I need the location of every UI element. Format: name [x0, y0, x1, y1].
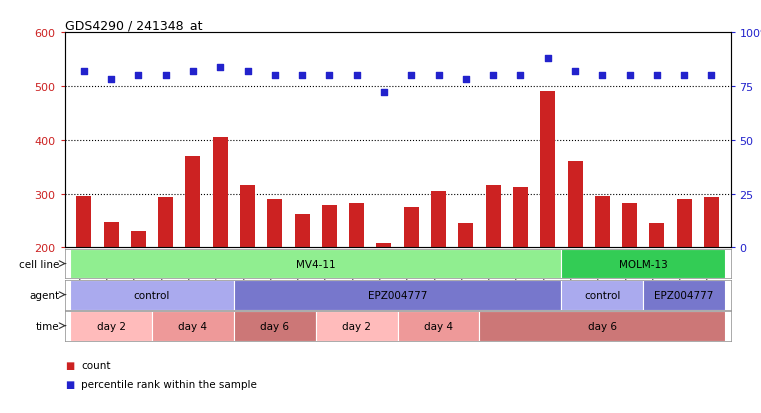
- Text: MV4-11: MV4-11: [296, 259, 336, 269]
- Bar: [76, 197, 91, 355]
- Text: percentile rank within the sample: percentile rank within the sample: [81, 379, 257, 389]
- Text: cell line: cell line: [19, 259, 59, 269]
- Bar: [649, 223, 664, 355]
- Point: [132, 73, 145, 79]
- Bar: [568, 162, 582, 355]
- Text: day 2: day 2: [342, 321, 371, 331]
- Point: [378, 90, 390, 97]
- Bar: [479, 311, 725, 341]
- Bar: [186, 157, 200, 355]
- Text: time: time: [36, 321, 59, 331]
- Text: day 6: day 6: [260, 321, 289, 331]
- Point: [214, 64, 226, 71]
- Text: control: control: [134, 290, 170, 300]
- Point: [651, 73, 663, 79]
- Bar: [131, 232, 146, 355]
- Text: EPZ004777: EPZ004777: [368, 290, 428, 300]
- Bar: [70, 311, 152, 341]
- Point: [514, 73, 527, 79]
- Point: [623, 73, 635, 79]
- Bar: [295, 214, 310, 355]
- Point: [705, 73, 718, 79]
- Text: day 4: day 4: [424, 321, 453, 331]
- Bar: [643, 280, 725, 310]
- Bar: [152, 311, 234, 341]
- Text: ■: ■: [65, 379, 74, 389]
- Bar: [316, 311, 398, 341]
- Point: [460, 77, 472, 83]
- Bar: [267, 199, 282, 355]
- Text: day 6: day 6: [587, 321, 617, 331]
- Bar: [158, 198, 174, 355]
- Bar: [349, 203, 365, 355]
- Bar: [458, 223, 473, 355]
- Bar: [540, 92, 556, 355]
- Text: control: control: [584, 290, 620, 300]
- Bar: [513, 188, 528, 355]
- Text: count: count: [81, 361, 111, 370]
- Bar: [677, 199, 692, 355]
- Bar: [377, 244, 391, 355]
- Bar: [240, 185, 255, 355]
- Bar: [622, 203, 637, 355]
- Bar: [398, 311, 479, 341]
- Bar: [70, 249, 562, 279]
- Text: EPZ004777: EPZ004777: [654, 290, 714, 300]
- Point: [487, 73, 499, 79]
- Text: MOLM-13: MOLM-13: [619, 259, 667, 269]
- Text: agent: agent: [29, 290, 59, 300]
- Point: [105, 77, 117, 83]
- Point: [323, 73, 336, 79]
- Text: GDS4290 / 241348_at: GDS4290 / 241348_at: [65, 19, 202, 32]
- Bar: [431, 191, 446, 355]
- Point: [596, 73, 608, 79]
- Bar: [562, 280, 643, 310]
- Point: [187, 69, 199, 75]
- Bar: [404, 207, 419, 355]
- Bar: [70, 280, 234, 310]
- Point: [432, 73, 444, 79]
- Text: ■: ■: [65, 361, 74, 370]
- Bar: [103, 222, 119, 355]
- Point: [678, 73, 690, 79]
- Point: [569, 69, 581, 75]
- Point: [269, 73, 281, 79]
- Bar: [322, 206, 337, 355]
- Point: [296, 73, 308, 79]
- Bar: [704, 198, 719, 355]
- Bar: [595, 197, 610, 355]
- Bar: [234, 280, 562, 310]
- Bar: [234, 311, 316, 341]
- Point: [78, 69, 90, 75]
- Text: day 4: day 4: [178, 321, 208, 331]
- Point: [405, 73, 417, 79]
- Bar: [562, 249, 725, 279]
- Bar: [213, 138, 228, 355]
- Point: [351, 73, 363, 79]
- Point: [542, 55, 554, 62]
- Point: [241, 69, 253, 75]
- Text: day 2: day 2: [97, 321, 126, 331]
- Bar: [486, 185, 501, 355]
- Point: [160, 73, 172, 79]
